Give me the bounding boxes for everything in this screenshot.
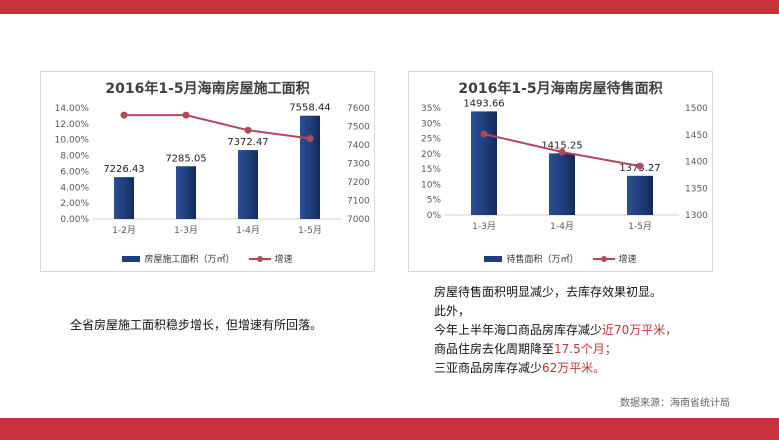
chart1-right-tick-label: 7300 <box>347 160 370 170</box>
chart1-title: 2016年1-5月海南房屋施工面积 <box>105 81 310 97</box>
chart1-legend-bar: 房屋施工面积（万㎡） <box>122 252 235 265</box>
chart2-right-tick-label: 1300 <box>685 211 708 221</box>
chart1-category-label: 1-5月 <box>298 225 322 236</box>
analysis-line-5-text: 三亚商品房库存减少 <box>434 361 543 375</box>
chart2-left-tick-label: 15% <box>421 165 441 175</box>
unsold-area-plot: 0% 5% 10% 15% 20% 25% 30% 35% 1300 1350 1400 1450 15… <box>421 98 708 232</box>
chart1-growth-point <box>120 111 128 119</box>
analysis-line-5: 三亚商品房库存减少62万平米。 <box>434 359 677 378</box>
chart1-right-tick-label: 7500 <box>347 123 370 133</box>
chart1-legend: 房屋施工面积（万㎡） 增速 <box>41 252 374 265</box>
chart1-growth-point <box>182 111 190 119</box>
analysis-line-4: 商品住房去化周期降至17.5个月； <box>434 340 677 359</box>
chart2-legend-bar-swatch <box>484 255 503 262</box>
analysis-line-3-text: 今年上半年海口商品房库存减少 <box>434 323 603 337</box>
chart1-left-tick-label: 10.00% <box>55 136 90 146</box>
chart2-category-label: 1-5月 <box>628 221 652 232</box>
chart1-right-tick-label: 7400 <box>347 141 370 151</box>
chart2-growth-point <box>558 148 566 156</box>
chart2-bar <box>549 153 575 215</box>
chart1-growth-point <box>306 135 314 143</box>
analysis-line-4-text: 商品住房去化周期降至 <box>434 342 555 356</box>
chart1-legend-bar-label: 房屋施工面积（万㎡） <box>144 255 235 265</box>
chart1-bar <box>176 166 196 219</box>
chart1-legend-line: 增速 <box>248 252 293 265</box>
chart2-category-label: 1-4月 <box>550 221 574 232</box>
chart2-left-tick-label: 10% <box>421 180 441 190</box>
chart2-bar <box>627 175 653 215</box>
chart2-bar <box>471 111 497 215</box>
chart1-left-tick-label: 2.00% <box>60 199 89 209</box>
chart1-growth-line <box>124 114 311 140</box>
chart1-left-tick-label: 6.00% <box>60 167 89 177</box>
chart2-left-tick-label: 5% <box>427 196 442 206</box>
chart2-title: 2016年1-5月海南房屋待售面积 <box>458 81 663 97</box>
chart2-left-tick-label: 0% <box>427 211 442 221</box>
chart2-right-tick-label: 1500 <box>685 104 708 114</box>
chart2-bar-value-label: 1493.66 <box>463 98 504 109</box>
chart1-bar <box>238 150 258 219</box>
chart1-bar <box>114 177 134 219</box>
chart1-left-tick-label: 8.00% <box>60 152 89 162</box>
chart1-category-label: 1-2月 <box>112 225 136 236</box>
chart2-growth-point <box>636 162 644 170</box>
chart1-bar-value-label: 7226.43 <box>103 164 144 175</box>
chart1-right-tick-label: 7600 <box>347 104 370 114</box>
analysis-line-2: 此外， <box>434 304 471 318</box>
chart2-legend-line-swatch <box>592 255 615 263</box>
chart2-growth-point <box>480 130 488 138</box>
chart1-right-tick-label: 7200 <box>347 178 370 188</box>
analysis-line-3: 今年上半年海口商品房库存减少近70万平米， <box>434 321 677 340</box>
chart2-right-tick-label: 1450 <box>685 131 708 141</box>
chart2-left-tick-label: 20% <box>421 150 441 160</box>
chart1-bar-value-label: 7285.05 <box>165 153 206 164</box>
top-banner <box>0 0 779 14</box>
construction-caption: 全省房屋施工面积稳步增长，但增速有所回落。 <box>70 318 323 332</box>
analysis-text: 房屋待售面积明显减少，去库存效果初显。 此外， 今年上半年海口商品房库存减少近7… <box>434 283 677 378</box>
chart2-legend: 待售面积（万㎡） 增速 <box>409 252 712 265</box>
chart1-legend-line-label: 增速 <box>274 255 293 265</box>
chart1-growth-point <box>244 126 252 134</box>
data-source: 数据来源：海南省统计局 <box>620 398 730 409</box>
chart1-left-tick-label: 14.00% <box>55 104 90 114</box>
chart1-bar <box>300 115 320 219</box>
construction-area-plot: 0.00% 2.00% 4.00% 6.00% 8.00% 10.00% 12.00% 14.… <box>55 103 371 236</box>
construction-area-chart: 0.00% 2.00% 4.00% 6.00% 8.00% 10.00% 12.00% 14.… <box>40 71 375 272</box>
chart2-legend-line-label: 增速 <box>618 255 637 265</box>
chart2-left-tick-label: 30% <box>421 119 441 129</box>
chart1-legend-line-swatch <box>248 255 271 263</box>
chart2-bar-value-label: 1415.25 <box>541 140 582 151</box>
chart2-legend-bar-label: 待售面积（万㎡） <box>506 255 579 265</box>
analysis-line-1: 房屋待售面积明显减少，去库存效果初显。 <box>434 285 663 299</box>
chart1-legend-bar-swatch <box>122 255 141 262</box>
chart1-left-tick-label: 4.00% <box>60 183 89 193</box>
analysis-line-3-highlight: 近70万平米， <box>602 323 678 337</box>
chart1-category-label: 1-4月 <box>236 225 260 236</box>
unsold-area-chart: 0% 5% 10% 15% 20% 25% 30% 35% 1300 1350 1400 1450 15… <box>408 71 713 272</box>
bottom-banner <box>0 418 779 440</box>
chart2-right-tick-label: 1400 <box>685 158 708 168</box>
chart2-legend-line: 增速 <box>592 252 637 265</box>
analysis-line-4-highlight: 17.5个月； <box>554 342 617 356</box>
chart1-left-tick-label: 0.00% <box>60 215 89 225</box>
chart2-legend-bar: 待售面积（万㎡） <box>484 252 579 265</box>
analysis-line-5-highlight: 62万平米。 <box>542 361 606 375</box>
chart1-left-tick-label: 12.00% <box>55 120 90 130</box>
chart2-left-tick-label: 35% <box>421 104 441 114</box>
chart2-right-tick-label: 1350 <box>685 184 708 194</box>
chart1-right-tick-label: 7000 <box>347 215 370 225</box>
chart2-left-tick-label: 25% <box>421 135 441 145</box>
chart2-category-label: 1-3月 <box>472 221 496 232</box>
chart1-category-label: 1-3月 <box>174 225 198 236</box>
chart1-bar-value-label: 7558.44 <box>289 103 330 114</box>
chart1-right-tick-label: 7100 <box>347 197 370 207</box>
chart1-bar-value-label: 7372.47 <box>227 137 268 148</box>
